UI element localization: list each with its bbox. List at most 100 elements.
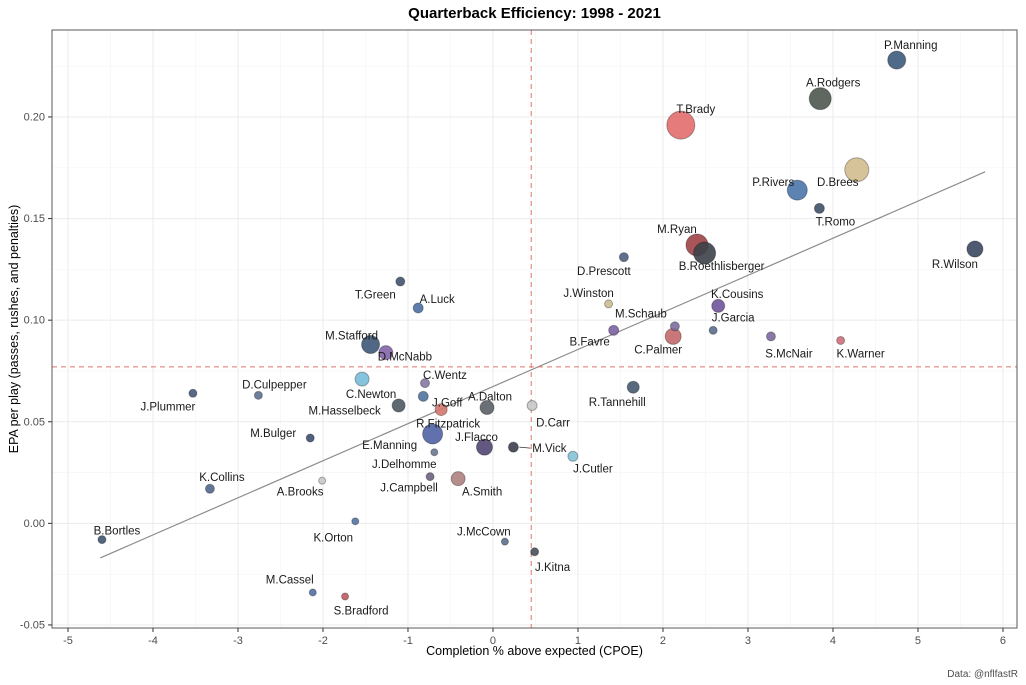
point-P.Rivers (786, 179, 808, 201)
x-tick-label: -2 (318, 635, 328, 647)
point-K.Collins (204, 483, 215, 494)
point-label-R.Wilson: R.Wilson (932, 259, 978, 271)
point-M.Schaub (669, 321, 680, 332)
point-label-E.Manning: E.Manning (362, 440, 417, 452)
point-label-M.Ryan: M.Ryan (657, 224, 697, 236)
x-tick-label: 5 (915, 635, 921, 647)
y-tick-label: 0.05 (24, 416, 45, 428)
point-J.Flacco (475, 438, 493, 456)
point-K.Cousins (711, 298, 726, 313)
point-label-D.Prescott: D.Prescott (577, 266, 631, 278)
point-D.Carr (526, 400, 538, 412)
point-label-A.Luck: A.Luck (420, 294, 455, 306)
point-M.Bulger (305, 433, 315, 443)
point-label-M.Schaub: M.Schaub (615, 308, 667, 320)
point-M.Cassel (308, 588, 317, 597)
x-axis-label: Completion % above expected (CPOE) (426, 644, 643, 658)
point-label-D.McNabb: D.McNabb (378, 352, 432, 364)
x-tick-label: 1 (575, 635, 581, 647)
point-label-S.Bradford: S.Bradford (334, 606, 389, 618)
point-label-A.Dalton: A.Dalton (468, 392, 512, 404)
x-tick-label: -3 (233, 635, 243, 647)
point-label-R.Fitzpatrick: R.Fitzpatrick (416, 419, 480, 431)
point-label-D.Culpepper: D.Culpepper (242, 379, 307, 391)
point-J.Winston (604, 299, 614, 309)
point-M.Stafford (361, 335, 381, 355)
point-C.Newton (354, 371, 370, 387)
point-J.Cutler (567, 450, 579, 462)
point-label-J.Cutler: J.Cutler (573, 463, 613, 475)
point-P.Manning (887, 50, 907, 70)
point-label-M.Vick: M.Vick (532, 443, 567, 455)
point-K.Warner (836, 335, 846, 345)
x-tick-label: 4 (830, 635, 836, 647)
point-label-K.Orton: K.Orton (313, 532, 353, 544)
point-label-J.Campbell: J.Campbell (380, 483, 438, 495)
point-J.Campbell (425, 472, 435, 482)
point-label-J.Flacco: J.Flacco (455, 432, 498, 444)
point-K.Orton (351, 517, 360, 526)
point-A.Rodgers (808, 87, 832, 111)
chart-title: Quarterback Efficiency: 1998 - 2021 (408, 5, 661, 22)
x-tick-label: -4 (148, 635, 158, 647)
x-tick-label: 0 (490, 635, 496, 647)
point-A.Smith (450, 471, 466, 487)
point-A.Luck (412, 302, 424, 314)
point-label-J.Plummer: J.Plummer (140, 401, 195, 413)
point-label-B.Roethlisberger: B.Roethlisberger (679, 261, 765, 273)
point-B.Roethlisberger (693, 241, 717, 265)
point-J.Kitna (530, 547, 540, 557)
point-T.Brady (666, 110, 696, 140)
y-tick-label: 0.10 (24, 315, 45, 327)
data-source-caption: Data: @nflfastR (947, 669, 1018, 680)
point-label-C.Palmer: C.Palmer (634, 344, 682, 356)
point-S.Bradford (341, 592, 350, 601)
point-label-K.Cousins: K.Cousins (711, 289, 764, 301)
y-tick-label: 0.20 (24, 111, 45, 123)
point-label-P.Rivers: P.Rivers (752, 177, 794, 189)
point-label-D.Carr: D.Carr (536, 418, 570, 430)
point-label-C.Newton: C.Newton (346, 389, 397, 401)
point-label-M.Hasselbeck: M.Hasselbeck (309, 406, 381, 418)
point-J.Plummer (188, 388, 198, 398)
point-label-T.Romo: T.Romo (816, 216, 856, 228)
x-tick-label: 6 (1000, 635, 1006, 647)
point-R.Tannehill (626, 380, 640, 394)
point-T.Green (395, 276, 406, 287)
point-E.Manning (422, 423, 444, 445)
point-label-A.Smith: A.Smith (462, 487, 502, 499)
point-D.Prescott (618, 252, 629, 263)
point-T.Romo (813, 202, 825, 214)
point-label-M.Cassel: M.Cassel (266, 574, 314, 586)
point-label-J.Kitna: J.Kitna (535, 562, 571, 574)
point-D.McNabb (378, 345, 394, 361)
point-A.Dalton (479, 400, 495, 416)
point-label-J.Goff: J.Goff (432, 397, 463, 409)
y-tick-label: 0.00 (24, 518, 45, 530)
point-R.Fitzpatrick (434, 403, 448, 417)
point-label-B.Bortles: B.Bortles (94, 526, 141, 538)
point-label-B.Favre: B.Favre (570, 336, 610, 348)
point-label-D.Brees: D.Brees (817, 177, 859, 189)
plot-panel (52, 30, 1017, 628)
point-label-J.Winston: J.Winston (563, 288, 614, 300)
point-D.Culpepper (253, 390, 263, 400)
point-label-K.Warner: K.Warner (837, 348, 885, 360)
panel-border (51, 29, 1018, 629)
point-M.Hasselbeck (391, 398, 406, 413)
point-label-M.Bulger: M.Bulger (250, 428, 296, 440)
x-tick-label: -5 (63, 635, 73, 647)
point-D.Brees (844, 157, 870, 183)
trend-line (100, 171, 986, 559)
point-B.Bortles (97, 535, 107, 545)
point-J.Garcia (708, 325, 718, 335)
point-label-J.McCown: J.McCown (457, 527, 511, 539)
x-tick-label: -1 (403, 635, 413, 647)
point-label-M.Stafford: M.Stafford (325, 331, 378, 343)
point-R.Wilson (966, 240, 984, 258)
point-label-P.Manning: P.Manning (884, 40, 938, 52)
label-leader-line (519, 446, 531, 449)
x-tick-label: 3 (745, 635, 751, 647)
